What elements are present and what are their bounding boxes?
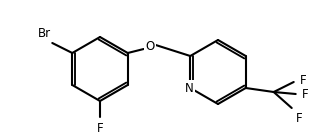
Text: F: F: [296, 112, 302, 125]
Text: N: N: [185, 82, 194, 95]
Text: F: F: [97, 122, 103, 135]
Text: O: O: [145, 41, 154, 54]
Text: F: F: [302, 88, 308, 101]
Text: Br: Br: [38, 27, 51, 40]
Text: F: F: [300, 73, 306, 86]
